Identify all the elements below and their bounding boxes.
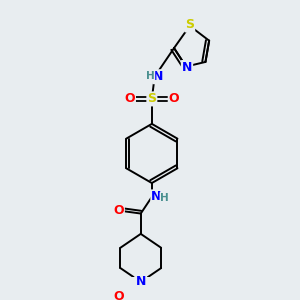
Text: N: N — [151, 190, 162, 203]
Text: S: S — [147, 92, 156, 105]
Text: H: H — [160, 193, 169, 203]
Text: O: O — [169, 92, 179, 105]
Text: O: O — [113, 204, 124, 217]
Text: O: O — [113, 290, 124, 300]
Text: S: S — [185, 19, 194, 32]
Text: N: N — [153, 70, 164, 83]
Text: N: N — [136, 275, 146, 289]
Text: O: O — [124, 92, 135, 105]
Text: H: H — [146, 71, 154, 81]
Text: N: N — [182, 61, 192, 74]
